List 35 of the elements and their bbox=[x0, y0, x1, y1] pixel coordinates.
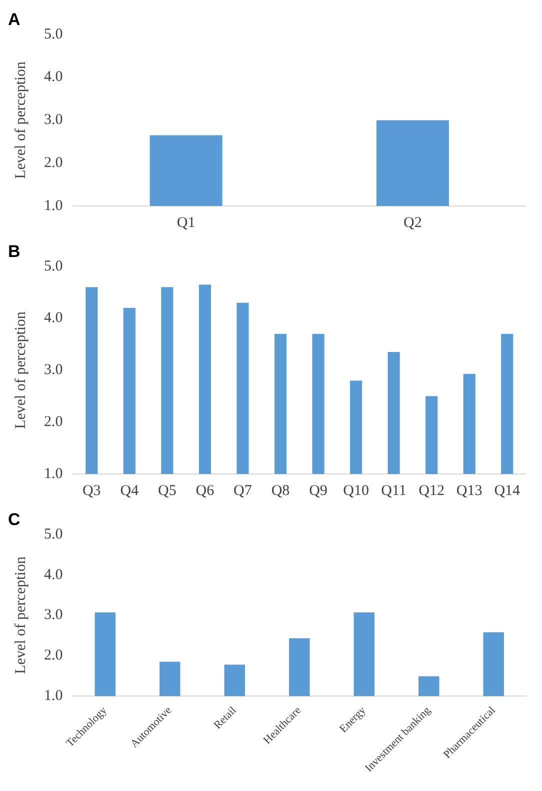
x-tick-label: Q2 bbox=[404, 214, 422, 231]
y-tick-label: 3.0 bbox=[44, 607, 63, 624]
x-tick-label: Q10 bbox=[343, 482, 369, 499]
x-tick-label: Q7 bbox=[234, 482, 252, 499]
y-tick-label: 4.0 bbox=[44, 69, 63, 86]
x-tick-label: Q1 bbox=[176, 214, 196, 231]
y-tick-label: 1.0 bbox=[44, 466, 63, 482]
y-tick-label: 5.0 bbox=[44, 26, 63, 42]
chart-title: C bbox=[8, 510, 20, 529]
x-tick-label: Q14 bbox=[494, 482, 521, 499]
x-tick-label: Q12 bbox=[418, 482, 444, 499]
x-tick-label: Q4 bbox=[120, 482, 140, 499]
x-tick-label: Q9 bbox=[309, 482, 328, 499]
y-axis-title: Level of perception bbox=[12, 60, 29, 179]
y-tick-label: 1.0 bbox=[44, 198, 63, 214]
x-tick-label: Q3 bbox=[82, 482, 101, 499]
chart-title: B bbox=[8, 242, 20, 261]
x-tick-label: Q8 bbox=[271, 482, 290, 499]
y-tick-label: 5.0 bbox=[44, 258, 63, 274]
x-tick-label: Q11 bbox=[381, 482, 406, 499]
y-tick-label: 2.0 bbox=[44, 414, 63, 430]
x-tick-label: Q5 bbox=[158, 482, 176, 499]
y-tick-label: 3.0 bbox=[44, 112, 63, 128]
y-tick-label: 2.0 bbox=[44, 155, 63, 172]
x-tick-label: Q13 bbox=[456, 482, 482, 499]
y-axis-title: Level of perception bbox=[12, 556, 29, 674]
chart-title: A bbox=[8, 10, 20, 29]
y-tick-label: 4.0 bbox=[44, 310, 63, 326]
x-tick-label: Q6 bbox=[196, 482, 215, 499]
y-axis-title: Level of perception bbox=[12, 310, 29, 429]
y-tick-label: 5.0 bbox=[44, 526, 63, 542]
y-tick-label: 2.0 bbox=[44, 648, 63, 664]
y-tick-label: 1.0 bbox=[44, 688, 63, 704]
y-tick-label: 3.0 bbox=[44, 362, 63, 378]
y-tick-label: 4.0 bbox=[44, 566, 63, 583]
